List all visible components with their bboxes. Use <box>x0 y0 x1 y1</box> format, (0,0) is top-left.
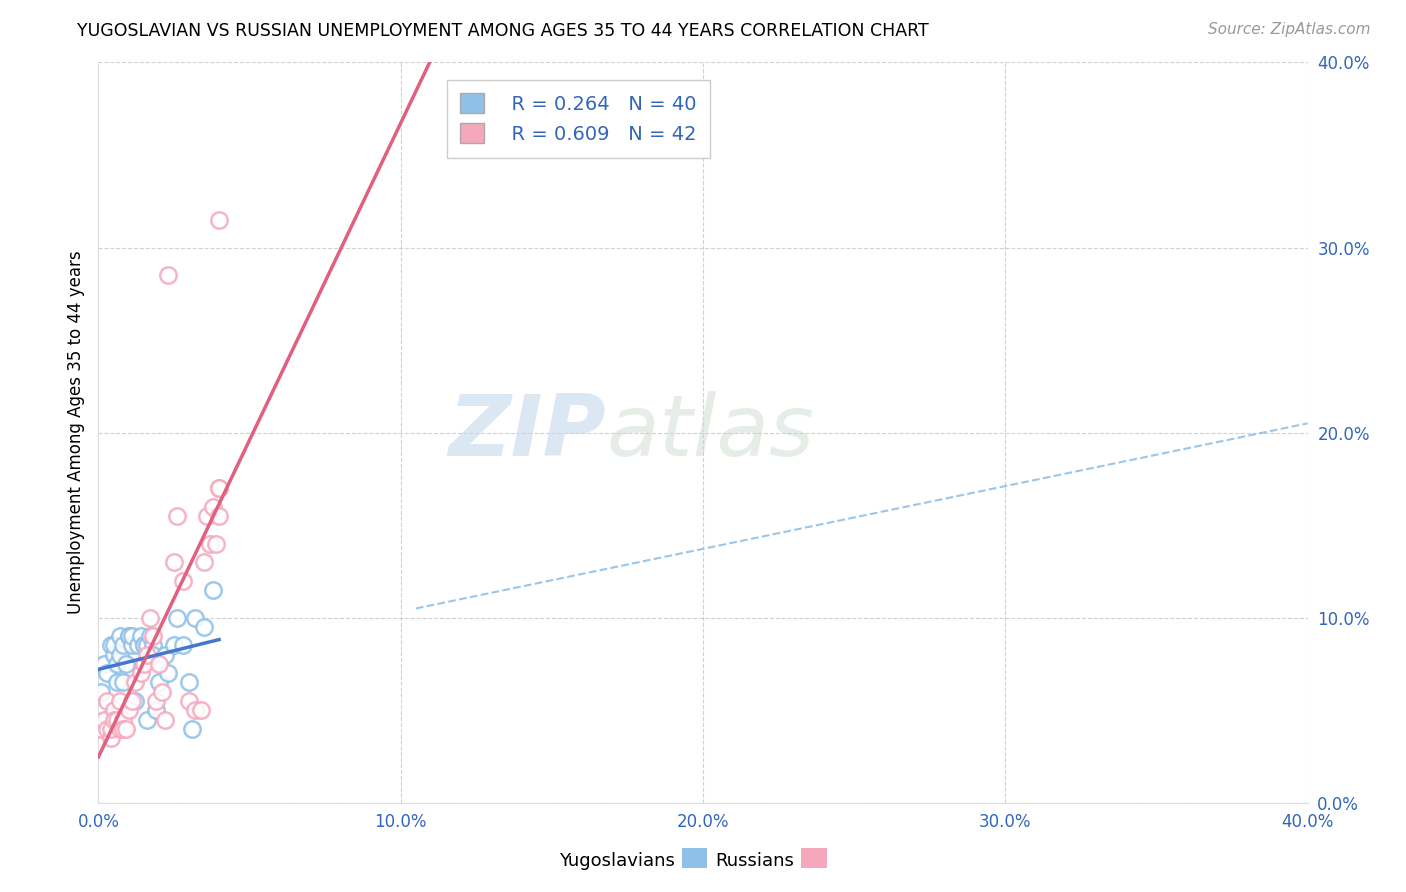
Point <box>142 629 165 643</box>
Point <box>105 657 128 671</box>
Point <box>121 639 143 653</box>
Point <box>103 648 125 662</box>
Point <box>208 481 231 495</box>
Point <box>163 555 186 569</box>
Point <box>148 675 170 690</box>
Point <box>145 703 167 717</box>
Point <box>184 703 207 717</box>
Point <box>108 722 131 736</box>
Point <box>118 703 141 717</box>
Point <box>135 713 157 727</box>
Point <box>118 629 141 643</box>
Point <box>150 685 173 699</box>
Point <box>202 582 225 597</box>
Point <box>181 722 204 736</box>
Point <box>193 620 215 634</box>
Point <box>172 574 194 588</box>
Point <box>132 639 155 653</box>
Point <box>166 610 188 624</box>
Point <box>90 685 112 699</box>
Point <box>105 713 128 727</box>
Text: Source: ZipAtlas.com: Source: ZipAtlas.com <box>1208 22 1371 37</box>
Point <box>202 500 225 514</box>
Point <box>108 648 131 662</box>
Point <box>111 675 134 690</box>
Text: Russians: Russians <box>716 852 794 870</box>
Point <box>100 639 122 653</box>
Point <box>179 694 201 708</box>
Point <box>153 713 176 727</box>
Point <box>132 639 155 653</box>
Point <box>184 610 207 624</box>
Point <box>179 675 201 690</box>
Text: atlas: atlas <box>606 391 814 475</box>
Point <box>105 675 128 690</box>
Point <box>108 694 131 708</box>
Point <box>195 508 218 523</box>
Point <box>139 629 162 643</box>
Point <box>111 722 134 736</box>
Point <box>200 536 222 550</box>
Point <box>142 639 165 653</box>
Point <box>172 639 194 653</box>
Point <box>118 629 141 643</box>
Point <box>121 629 143 643</box>
Point <box>111 639 134 653</box>
Point <box>124 675 146 690</box>
Point <box>166 508 188 523</box>
Point <box>93 713 115 727</box>
Point <box>148 657 170 671</box>
Text: ZIP: ZIP <box>449 391 606 475</box>
Point <box>135 639 157 653</box>
Point <box>124 694 146 708</box>
Point <box>90 722 112 736</box>
Y-axis label: Unemployment Among Ages 35 to 44 years: Unemployment Among Ages 35 to 44 years <box>66 251 84 615</box>
Point <box>156 666 179 681</box>
Text: Yugoslavians: Yugoslavians <box>560 852 675 870</box>
Point <box>129 666 152 681</box>
Point <box>100 731 122 745</box>
Point <box>132 657 155 671</box>
Point <box>156 268 179 283</box>
Point <box>114 657 136 671</box>
Point <box>208 212 231 227</box>
Point <box>111 713 134 727</box>
Point <box>96 722 118 736</box>
Point <box>208 481 231 495</box>
Text: YUGOSLAVIAN VS RUSSIAN UNEMPLOYMENT AMONG AGES 35 TO 44 YEARS CORRELATION CHART: YUGOSLAVIAN VS RUSSIAN UNEMPLOYMENT AMON… <box>77 22 929 40</box>
Point <box>121 694 143 708</box>
Point <box>127 639 149 653</box>
Point <box>208 508 231 523</box>
Point <box>139 610 162 624</box>
Point <box>93 657 115 671</box>
Point <box>129 629 152 643</box>
Point <box>100 722 122 736</box>
Point <box>96 713 118 727</box>
Legend:   R = 0.264   N = 40,   R = 0.609   N = 42: R = 0.264 N = 40, R = 0.609 N = 42 <box>447 79 710 158</box>
Point <box>153 648 176 662</box>
Point <box>145 694 167 708</box>
Point <box>163 639 186 653</box>
Point <box>205 536 228 550</box>
Point <box>142 648 165 662</box>
Point <box>103 639 125 653</box>
Point <box>114 722 136 736</box>
Point <box>135 648 157 662</box>
Point <box>193 555 215 569</box>
Point <box>103 703 125 717</box>
Point <box>96 666 118 681</box>
Point <box>190 703 212 717</box>
Point <box>96 694 118 708</box>
Point <box>108 629 131 643</box>
Point <box>103 713 125 727</box>
